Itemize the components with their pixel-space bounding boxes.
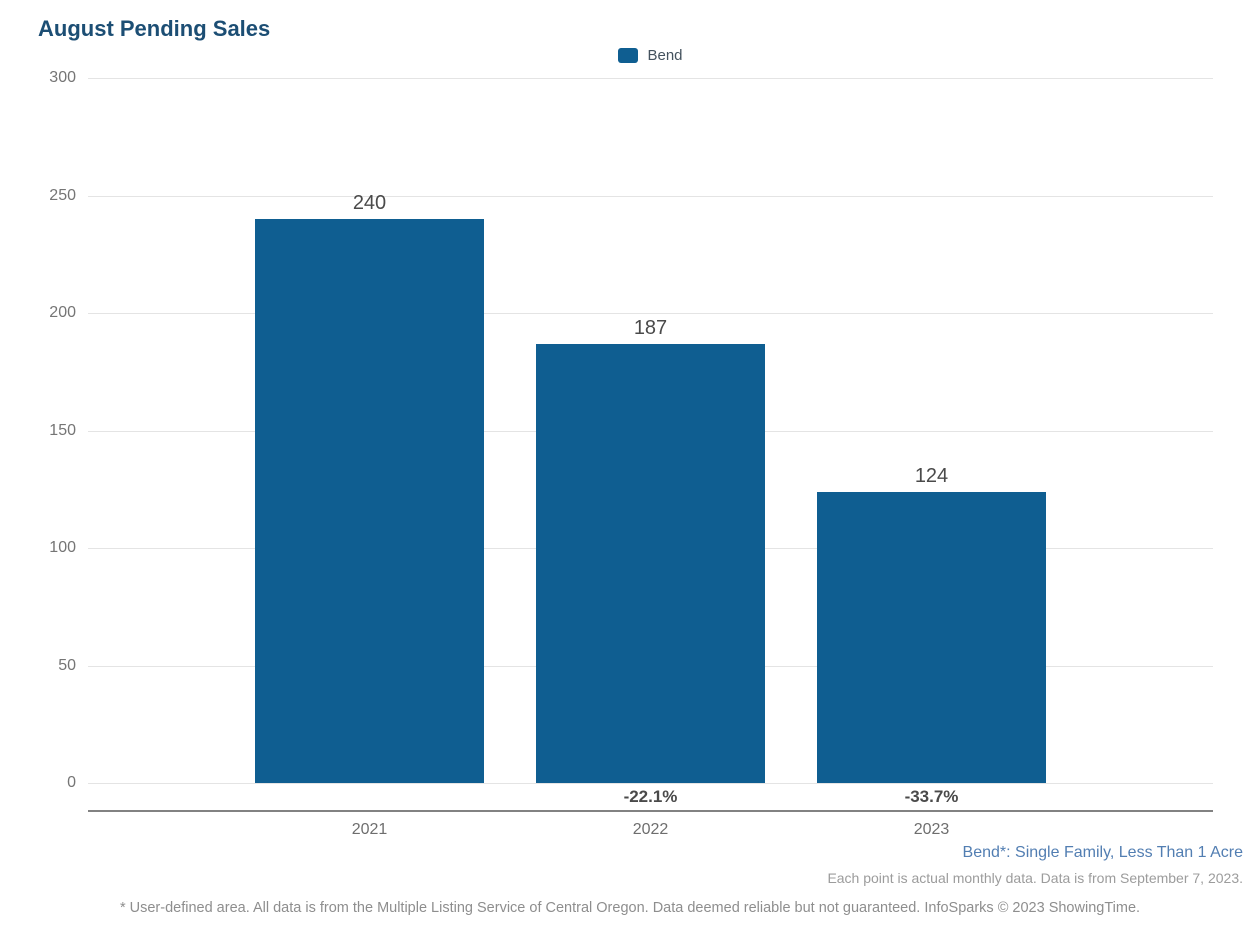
gridline-y-300 bbox=[88, 78, 1213, 79]
pct-change-label-2022: -22.1% bbox=[623, 787, 678, 806]
series-note: Bend*: Single Family, Less Than 1 Acre bbox=[962, 844, 1243, 861]
bar-2021[interactable] bbox=[255, 219, 484, 783]
gridline-y-200 bbox=[88, 313, 1213, 314]
y-tick-label-300: 300 bbox=[49, 69, 76, 86]
legend-item-bend[interactable]: Bend bbox=[618, 47, 683, 64]
legend-swatch-icon bbox=[618, 48, 639, 63]
bar-value-label-2021: 240 bbox=[352, 192, 387, 214]
chart-title: August Pending Sales bbox=[38, 16, 271, 41]
y-tick-label-150: 150 bbox=[49, 421, 76, 439]
y-axis-labels: 0 50 100 150 200 250 300 bbox=[0, 69, 76, 791]
gridline-y-250 bbox=[88, 195, 1213, 197]
y-tick-label-50: 50 bbox=[58, 656, 76, 674]
x-axis-line bbox=[88, 810, 1213, 812]
bar-2023[interactable] bbox=[817, 492, 1046, 783]
x-tick-label-2023: 2023 bbox=[913, 821, 950, 838]
bar-value-label-2023: 124 bbox=[914, 465, 949, 487]
legend: Bend bbox=[88, 47, 1213, 64]
x-tick-label-2021: 2021 bbox=[351, 821, 388, 838]
bar-2022[interactable] bbox=[536, 344, 765, 783]
x-tick-label-2022: 2022 bbox=[632, 821, 669, 838]
data-note: Each point is actual monthly data. Data … bbox=[827, 870, 1243, 886]
gridline-y-0 bbox=[88, 783, 1213, 784]
legend-label: Bend bbox=[647, 47, 683, 64]
y-tick-label-0: 0 bbox=[67, 774, 76, 791]
bar-value-label-2022: 187 bbox=[633, 317, 668, 339]
y-tick-label-250: 250 bbox=[49, 186, 76, 204]
plot-area: 240 187 124 bbox=[88, 78, 1213, 784]
y-tick-label-100: 100 bbox=[49, 539, 76, 556]
footer-disclaimer: * User-defined area. All data is from th… bbox=[119, 900, 1141, 916]
y-tick-label-200: 200 bbox=[49, 304, 76, 321]
pct-change-label-2023: -33.7% bbox=[904, 787, 959, 806]
